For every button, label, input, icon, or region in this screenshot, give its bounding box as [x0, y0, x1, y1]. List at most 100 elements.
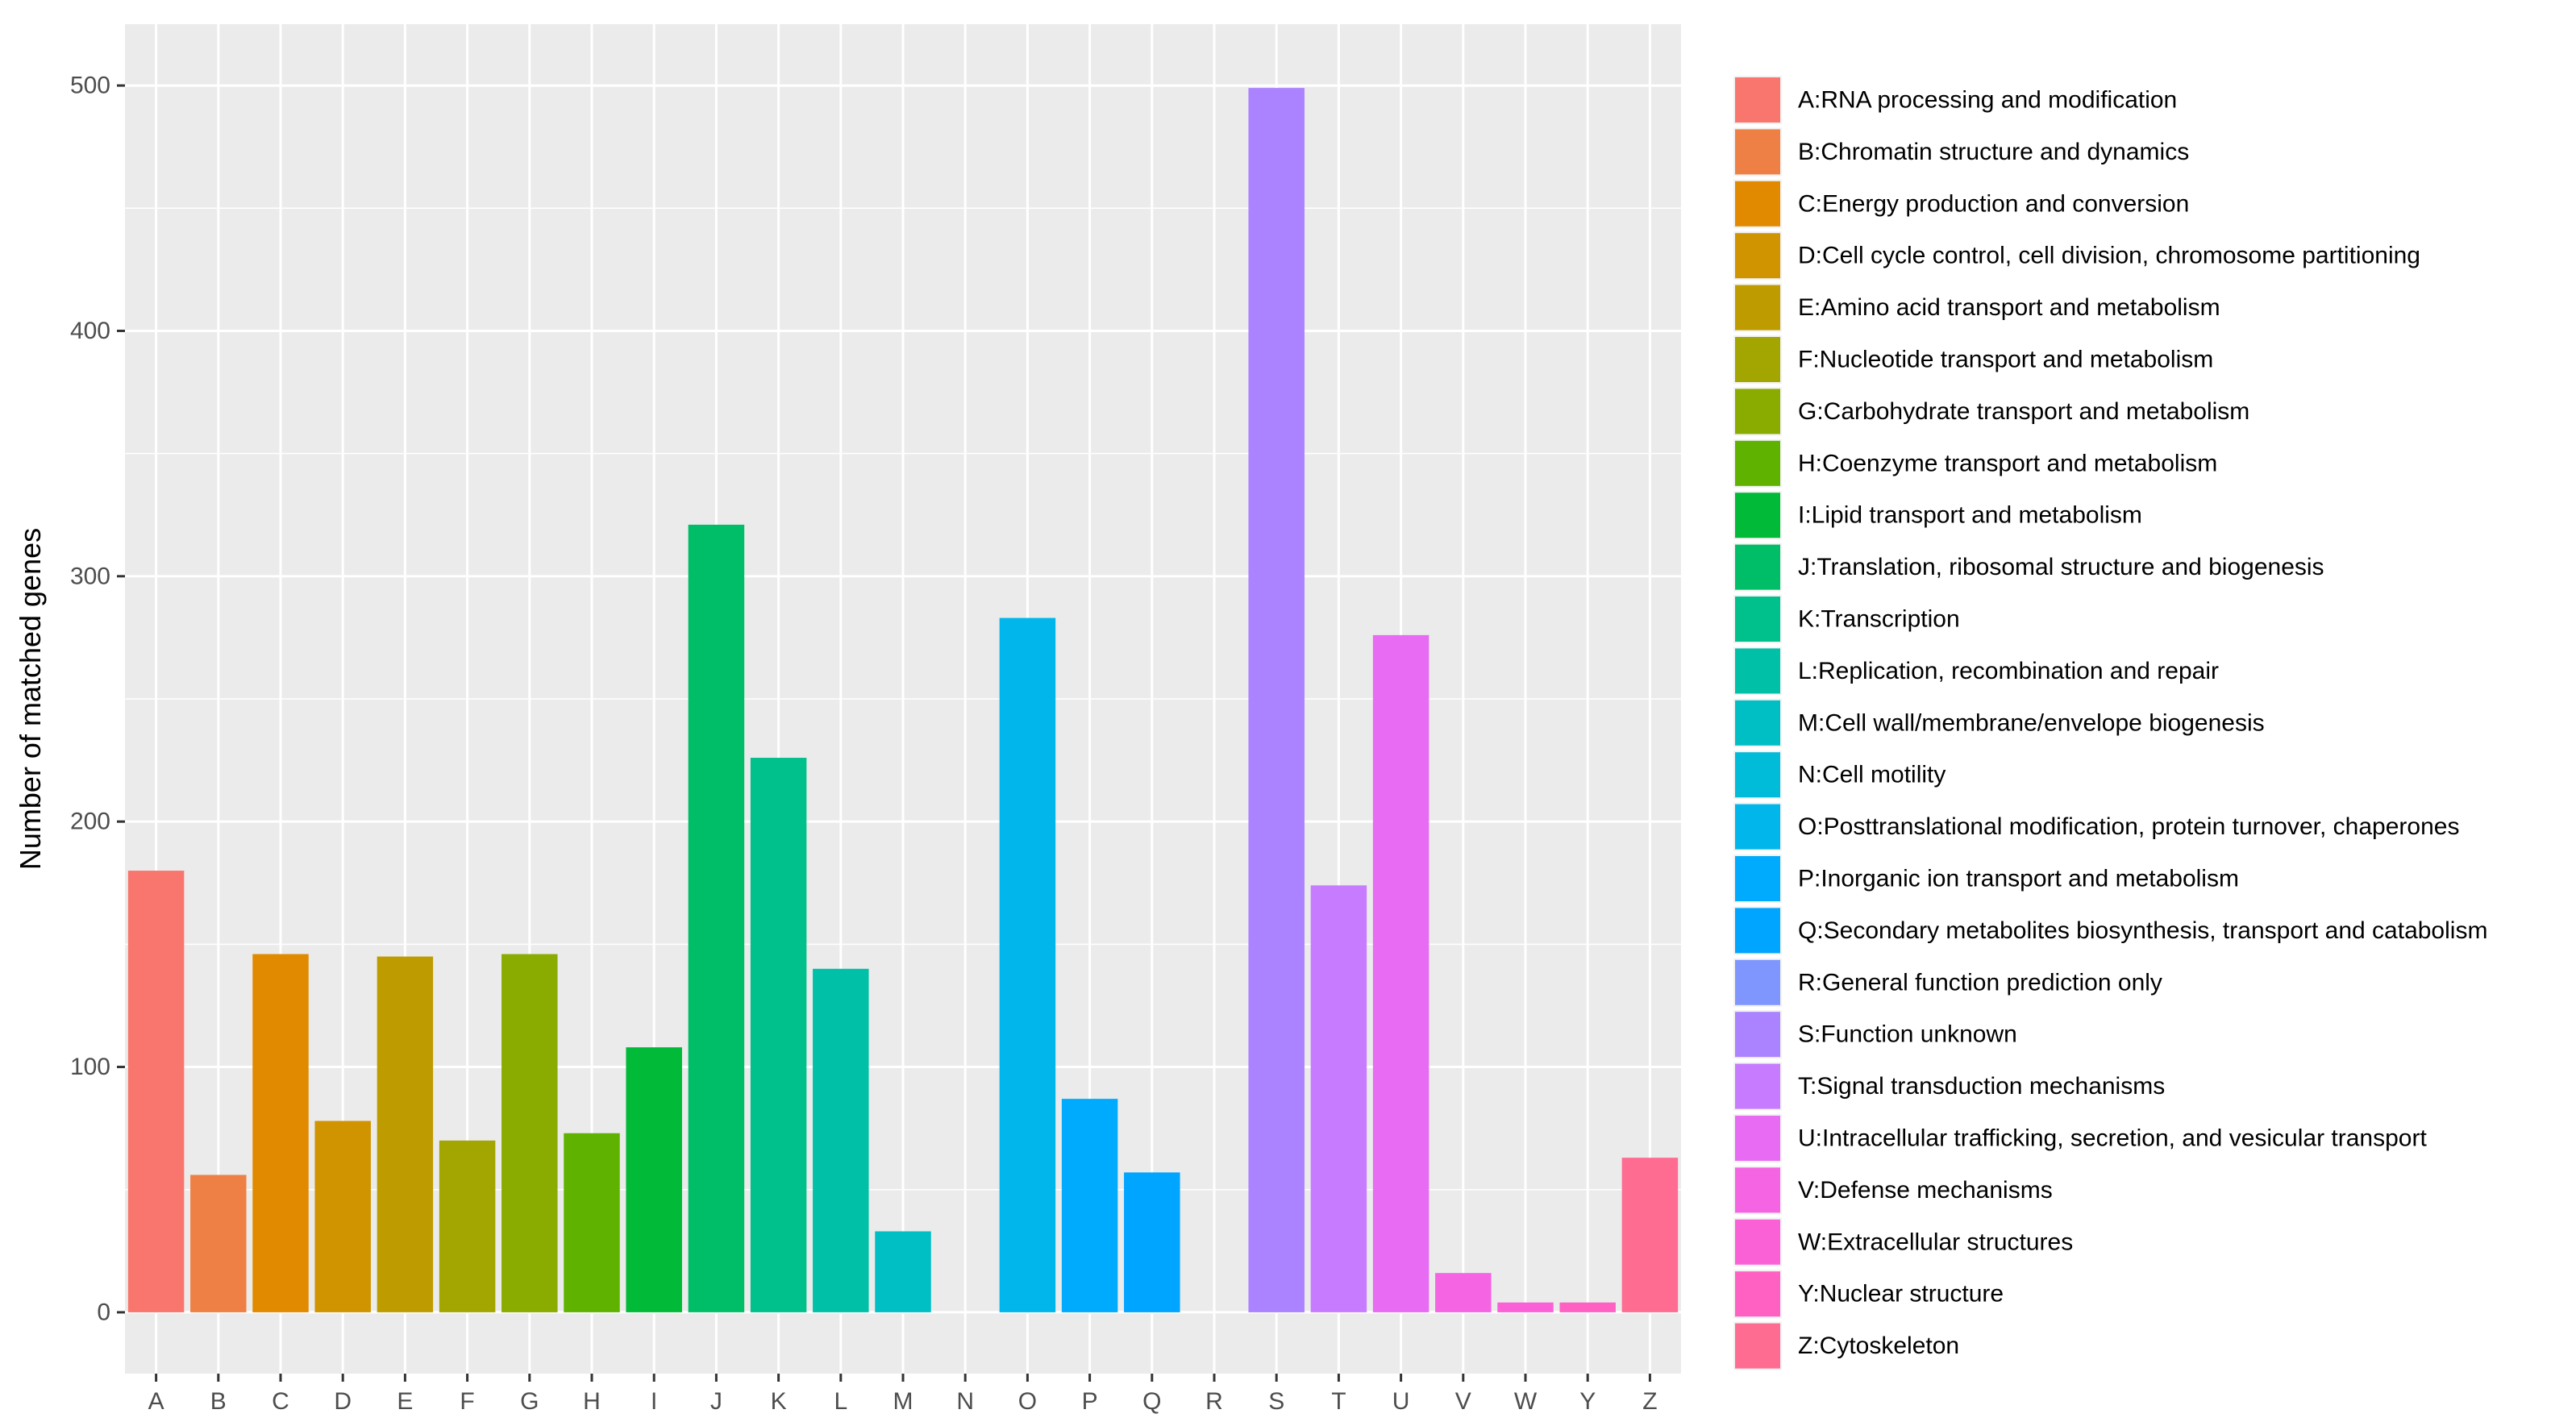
bar-T: [1310, 885, 1367, 1312]
bar-Q: [1124, 1172, 1180, 1312]
y-tick-label: 500: [70, 73, 110, 99]
x-tick-label: F: [460, 1388, 474, 1415]
x-tick-label: M: [893, 1388, 913, 1415]
x-tick-label: J: [710, 1388, 722, 1415]
y-tick-label: 100: [70, 1054, 110, 1080]
x-tick-label: T: [1331, 1388, 1346, 1415]
legend-label-K: K:Transcription: [1798, 606, 1960, 633]
legend-swatch-B: [1735, 129, 1780, 175]
legend-label-P: P:Inorganic ion transport and metabolism: [1798, 866, 2239, 892]
y-tick-label: 0: [97, 1299, 110, 1325]
legend-label-Y: Y:Nuclear structure: [1798, 1281, 2004, 1308]
bar-J: [688, 524, 745, 1312]
legend-swatch-H: [1735, 440, 1780, 486]
bar-F: [439, 1140, 496, 1312]
bar-V: [1435, 1273, 1492, 1312]
legend-label-N: N:Cell motility: [1798, 762, 1946, 788]
bar-L: [813, 968, 869, 1312]
legend-label-G: G:Carbohydrate transport and metabolism: [1798, 398, 2249, 425]
legend-label-O: O:Posttranslational modification, protei…: [1798, 813, 2459, 840]
y-tick-label: 400: [70, 318, 110, 344]
x-tick-label: L: [834, 1388, 847, 1415]
bar-M: [875, 1231, 931, 1312]
bar-O: [999, 617, 1056, 1312]
x-tick-label: B: [210, 1388, 227, 1415]
x-tick-label: R: [1205, 1388, 1223, 1415]
bar-Y: [1559, 1302, 1616, 1312]
legend: A:RNA processing and modification B:Chrom…: [1733, 76, 2487, 1370]
legend-swatch-O: [1735, 804, 1780, 850]
x-tick-label: O: [1018, 1388, 1037, 1415]
legend-swatch-A: [1735, 77, 1780, 123]
legend-swatch-C: [1735, 181, 1780, 227]
legend-label-T: T:Signal transduction mechanisms: [1798, 1073, 2165, 1100]
legend-label-L: L:Replication, recombination and repair: [1798, 658, 2219, 684]
bar-D: [314, 1121, 371, 1312]
bar-P: [1061, 1099, 1118, 1312]
legend-label-M: M:Cell wall/membrane/envelope biogenesis: [1798, 709, 2265, 736]
legend-swatch-J: [1735, 544, 1780, 590]
legend-swatch-I: [1735, 493, 1780, 538]
legend-swatch-U: [1735, 1116, 1780, 1161]
x-tick-label: I: [651, 1388, 657, 1415]
bars: [127, 88, 1679, 1312]
legend-swatch-E: [1735, 285, 1780, 331]
x-tick-label: P: [1082, 1388, 1098, 1415]
legend-label-Z: Z:Cytoskeleton: [1798, 1333, 1959, 1359]
x-tick-label: D: [334, 1388, 352, 1415]
x-tick-label: U: [1392, 1388, 1410, 1415]
bar-I: [626, 1047, 682, 1312]
legend-label-S: S:Function unknown: [1798, 1021, 2017, 1048]
bar-E: [377, 956, 434, 1312]
legend-label-F: F:Nucleotide transport and metabolism: [1798, 347, 2213, 373]
x-tick-label: E: [397, 1388, 413, 1415]
legend-swatch-F: [1735, 337, 1780, 382]
legend-label-E: E:Amino acid transport and metabolism: [1798, 294, 2220, 321]
x-tick-label: S: [1268, 1388, 1284, 1415]
legend-label-U: U:Intracellular trafficking, secretion, …: [1798, 1125, 2427, 1152]
x-tick-label: C: [272, 1388, 289, 1415]
legend-swatch-T: [1735, 1063, 1780, 1109]
x-tick-label: G: [520, 1388, 539, 1415]
bar-Z: [1621, 1158, 1679, 1312]
y-tick-label: 300: [70, 563, 110, 589]
x-tick-label: N: [956, 1388, 974, 1415]
legend-swatch-Y: [1735, 1271, 1780, 1317]
bar-S: [1248, 88, 1305, 1312]
bar-K: [750, 758, 807, 1312]
x-tick-label: K: [771, 1388, 787, 1415]
legend-label-B: B:Chromatin structure and dynamics: [1798, 139, 2189, 165]
legend-swatch-M: [1735, 700, 1780, 746]
y-tick-label: 200: [70, 809, 110, 835]
legend-swatch-P: [1735, 856, 1780, 901]
bar-H: [564, 1133, 620, 1312]
legend-label-I: I:Lipid transport and metabolism: [1798, 502, 2142, 529]
x-tick-label: Z: [1642, 1388, 1657, 1415]
legend-swatch-W: [1735, 1219, 1780, 1265]
bar-A: [127, 871, 185, 1312]
legend-label-V: V:Defense mechanisms: [1798, 1177, 2053, 1204]
bar-C: [252, 954, 309, 1312]
legend-swatch-Z: [1735, 1323, 1780, 1369]
legend-swatch-D: [1735, 233, 1780, 279]
y-axis-label: Number of matched genes: [14, 528, 47, 870]
legend-swatch-K: [1735, 597, 1780, 642]
legend-swatch-S: [1735, 1012, 1780, 1058]
bar-B: [190, 1175, 247, 1312]
legend-label-Q: Q:Secondary metabolites biosynthesis, tr…: [1798, 917, 2487, 944]
x-tick-label: A: [148, 1388, 164, 1415]
x-tick-label: H: [583, 1388, 601, 1415]
legend-label-W: W:Extracellular structures: [1798, 1229, 2073, 1255]
legend-label-A: A:RNA processing and modification: [1798, 87, 2177, 114]
x-tick-label: V: [1455, 1388, 1471, 1415]
legend-swatch-Q: [1735, 908, 1780, 954]
legend-swatch-N: [1735, 752, 1780, 798]
x-tick-label: Y: [1579, 1388, 1596, 1415]
bar-G: [501, 954, 558, 1312]
legend-label-D: D:Cell cycle control, cell division, chr…: [1798, 243, 2420, 269]
y-axis: 0 100 200 300 400 500: [70, 73, 125, 1325]
legend-swatch-R: [1735, 959, 1780, 1005]
legend-label-C: C:Energy production and conversion: [1798, 190, 2189, 217]
